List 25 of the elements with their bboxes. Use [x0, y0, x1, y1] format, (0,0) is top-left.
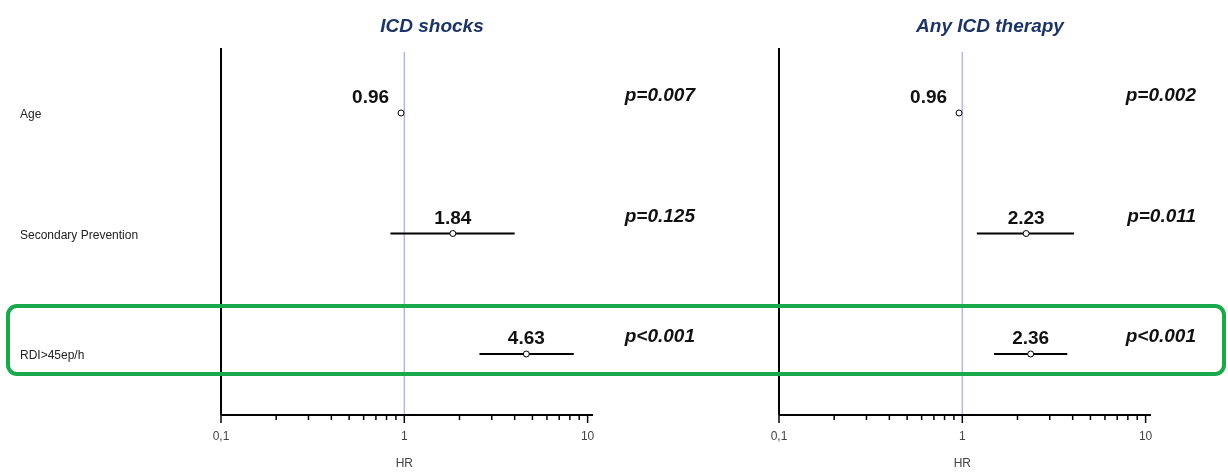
chart-title: ICD shocks — [380, 15, 484, 36]
text: p=0.007 — [623, 84, 697, 105]
x-tick-label: 10 — [580, 429, 595, 443]
y-tick-label: Age — [20, 107, 42, 121]
text: p<0.001 — [623, 325, 695, 346]
y-tick-label: RDI>45ep/h — [20, 348, 85, 362]
annotation: p<0.001 — [1124, 325, 1196, 346]
data-label: 2.23 — [1007, 206, 1045, 228]
data-label: 4.63 — [507, 327, 545, 348]
x-tick-label: 0,1 — [212, 429, 230, 443]
x-tick-label: 1 — [400, 429, 408, 443]
annotation: p=0.011 — [1126, 204, 1196, 226]
x-axis-title: HR — [953, 456, 972, 470]
data-label: 0.96 — [352, 86, 390, 107]
chart-title: Any ICD therapy — [915, 15, 1066, 36]
text: p=0.125 — [623, 204, 696, 226]
annotation: p=0.002 — [1124, 84, 1197, 105]
x-tick-label: 1 — [958, 429, 966, 443]
x-tick-label: 10 — [1138, 429, 1153, 443]
data-label: 1.84 — [434, 206, 472, 228]
data-label: 2.36 — [1012, 327, 1050, 348]
data-label: 0.96 — [910, 86, 948, 107]
x-axis-title: HR — [395, 456, 414, 470]
x-tick-label: 0,1 — [770, 429, 788, 443]
y-tick-label: Secondary Prevention — [20, 227, 139, 242]
